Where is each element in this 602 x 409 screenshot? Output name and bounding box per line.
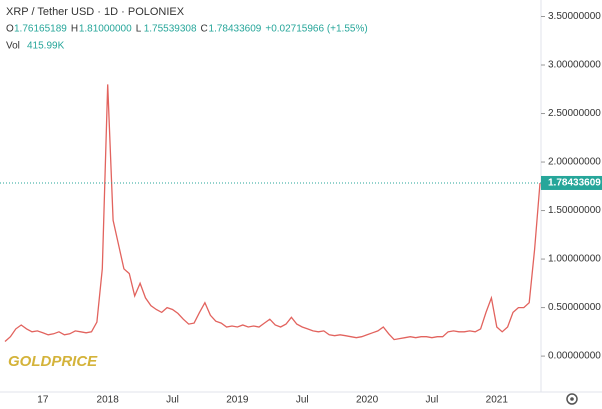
settings-icon[interactable] bbox=[566, 393, 578, 405]
y-tick-label: 2.00000000 bbox=[548, 157, 601, 168]
gear[interactable] bbox=[566, 393, 578, 405]
y-tick-label: 3.50000000 bbox=[548, 11, 601, 22]
x-tick-label: 2021 bbox=[486, 395, 509, 406]
y-tick-label: 0.50000000 bbox=[548, 302, 601, 313]
x-tick-label: Jul bbox=[426, 395, 439, 406]
ohlc-legend: O 1.76165189 H 1.81000000 L 1.75539308 C 1.7843… bbox=[6, 24, 368, 35]
last-price-label: 1.78433609 bbox=[548, 178, 601, 189]
y-tick-label: 2.50000000 bbox=[548, 108, 601, 119]
chart-title: XRP / Tether USD · 1D · POLONIEX bbox=[6, 6, 185, 18]
ohlc-key: H bbox=[71, 24, 78, 35]
gear-center bbox=[570, 397, 574, 401]
ohlc-value: 1.78433609 bbox=[209, 24, 262, 35]
volume-label: Vol bbox=[6, 41, 20, 52]
y-tick-label: 1.50000000 bbox=[548, 205, 601, 216]
ohlc-key: C bbox=[201, 24, 208, 35]
x-tick-label: Jul bbox=[166, 395, 179, 406]
x-tick-label: 2018 bbox=[97, 395, 120, 406]
x-tick-label: Jul bbox=[296, 395, 309, 406]
ohlc-change: +0.02715966 (+1.55%) bbox=[265, 24, 367, 35]
last-price-box bbox=[541, 175, 602, 190]
x-tick-label: 2020 bbox=[356, 395, 379, 406]
price-line bbox=[4, 84, 541, 342]
ohlc-key: O bbox=[6, 24, 14, 35]
x-tick-label: 2019 bbox=[226, 395, 249, 406]
y-tick-label: 3.00000000 bbox=[548, 60, 601, 71]
ohlc-key: L bbox=[136, 24, 142, 35]
watermark: GOLDPRICE bbox=[8, 353, 98, 370]
y-tick-label: 0.00000000 bbox=[548, 351, 601, 362]
ohlc-value: 1.75539308 bbox=[144, 24, 197, 35]
volume-value: 415.99K bbox=[27, 41, 65, 52]
ohlc-value: 1.76165189 bbox=[14, 24, 67, 35]
ohlc-value: 1.81000000 bbox=[79, 24, 132, 35]
x-tick-label: 17 bbox=[37, 395, 49, 406]
y-tick-label: 1.00000000 bbox=[548, 254, 601, 265]
